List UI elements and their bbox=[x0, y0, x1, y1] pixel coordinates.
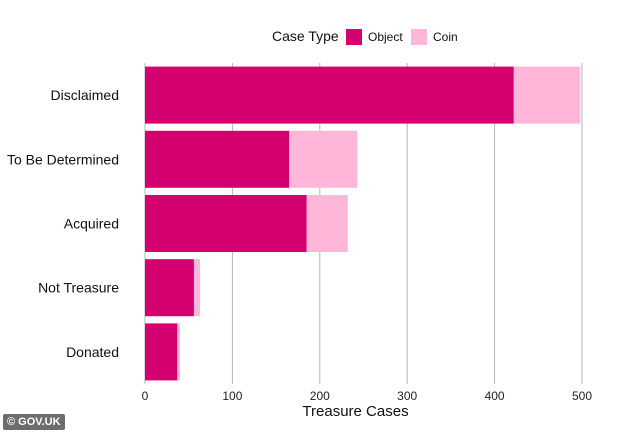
x-axis-ticks: 0 100 200 300 400 500 bbox=[142, 389, 593, 403]
bar-donated-coin bbox=[177, 323, 180, 381]
x-tick-label-200: 200 bbox=[310, 389, 330, 403]
category-label-acquired: Acquired bbox=[64, 216, 119, 232]
x-tick-label-400: 400 bbox=[485, 389, 505, 403]
legend: Case Type Object Coin bbox=[272, 28, 458, 45]
source-badge: © GOV.UK bbox=[3, 414, 65, 430]
bar-to-be-determined-object bbox=[145, 130, 290, 188]
x-tick-label-300: 300 bbox=[397, 389, 417, 403]
category-label-not-treasure: Not Treasure bbox=[38, 280, 119, 296]
x-axis-title: Treasure Cases bbox=[302, 403, 408, 420]
bar-to-be-determined-coin bbox=[289, 130, 358, 188]
category-label-donated: Donated bbox=[66, 344, 119, 360]
x-tick-label-500: 500 bbox=[572, 389, 592, 403]
bar-disclaimed-object bbox=[145, 66, 514, 124]
bar-donated-object bbox=[145, 323, 178, 381]
legend-items: Object Coin bbox=[346, 29, 458, 45]
legend-swatch-coin bbox=[411, 29, 427, 45]
legend-label-object: Object bbox=[368, 30, 403, 44]
category-labels: Disclaimed To Be Determined Acquired Not Tr… bbox=[7, 87, 119, 360]
bar-disclaimed-coin bbox=[513, 66, 581, 124]
x-tick-label-100: 100 bbox=[222, 389, 242, 403]
bar-not-treasure-object bbox=[145, 259, 194, 317]
category-label-disclaimed: Disclaimed bbox=[51, 87, 119, 103]
x-tick-label-0: 0 bbox=[142, 389, 149, 403]
bar-not-treasure-coin bbox=[193, 259, 201, 317]
legend-label-coin: Coin bbox=[433, 30, 458, 44]
bar-acquired-coin bbox=[306, 195, 348, 252]
bar-acquired-object bbox=[145, 195, 307, 252]
category-label-to-be-determined: To Be Determined bbox=[7, 151, 119, 167]
legend-swatch-object bbox=[346, 29, 362, 45]
bars bbox=[145, 66, 581, 381]
legend-title: Case Type bbox=[272, 28, 339, 44]
